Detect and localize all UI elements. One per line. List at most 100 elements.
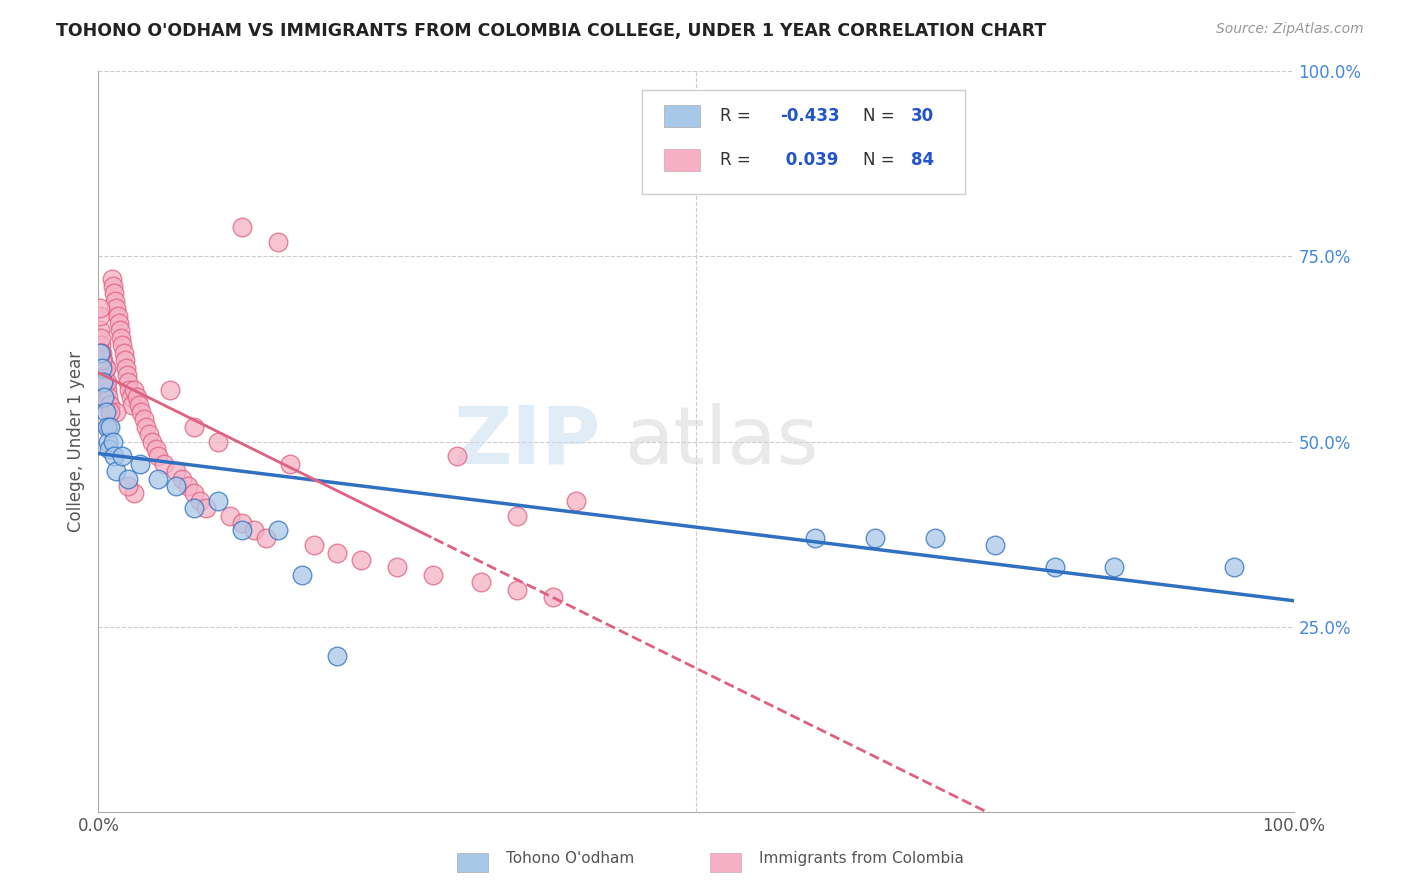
- Point: [91, 360, 114, 375]
- Point: [105, 301, 128, 316]
- Point: [90, 338, 112, 352]
- Point: [219, 508, 242, 523]
- Point: [94, 360, 117, 375]
- Point: [165, 479, 187, 493]
- Point: [103, 286, 125, 301]
- Point: [278, 457, 301, 471]
- Point: [385, 560, 409, 574]
- Point: [90, 345, 112, 359]
- Point: [183, 486, 205, 500]
- Point: [91, 353, 114, 368]
- Point: [207, 493, 229, 508]
- Point: [120, 390, 142, 404]
- Text: 30: 30: [911, 107, 934, 125]
- Point: [112, 345, 135, 359]
- Point: [96, 383, 118, 397]
- Text: R =: R =: [720, 107, 756, 125]
- Point: [98, 405, 122, 419]
- Point: [422, 567, 444, 582]
- Point: [91, 376, 114, 390]
- Point: [98, 405, 122, 419]
- Point: [291, 567, 314, 582]
- Point: [131, 405, 153, 419]
- Point: [135, 419, 157, 434]
- Point: [91, 360, 114, 375]
- Point: [1104, 560, 1126, 574]
- Point: [541, 590, 564, 604]
- Text: 0.039: 0.039: [780, 152, 838, 169]
- Point: [91, 353, 114, 368]
- Point: [96, 419, 118, 434]
- Point: [506, 508, 529, 523]
- Point: [132, 412, 155, 426]
- Point: [94, 360, 117, 375]
- Point: [104, 293, 127, 308]
- Point: [1043, 560, 1066, 574]
- Point: [93, 368, 115, 382]
- Point: [326, 649, 349, 664]
- Point: [159, 383, 181, 397]
- Text: N =: N =: [863, 107, 900, 125]
- Text: atlas: atlas: [624, 402, 818, 481]
- Point: [124, 383, 146, 397]
- Point: [91, 353, 114, 368]
- Text: Tohono O'odham: Tohono O'odham: [506, 851, 634, 865]
- Text: -0.433: -0.433: [780, 107, 839, 125]
- Point: [117, 471, 139, 485]
- Point: [101, 279, 124, 293]
- Text: TOHONO O'ODHAM VS IMMIGRANTS FROM COLOMBIA COLLEGE, UNDER 1 YEAR CORRELATION CHA: TOHONO O'ODHAM VS IMMIGRANTS FROM COLOMB…: [56, 22, 1046, 40]
- Point: [118, 383, 141, 397]
- Point: [115, 368, 138, 382]
- Point: [90, 331, 112, 345]
- Y-axis label: College, Under 1 year: College, Under 1 year: [66, 351, 84, 533]
- Point: [243, 524, 266, 538]
- Point: [105, 405, 128, 419]
- Point: [231, 219, 253, 234]
- Point: [172, 471, 194, 485]
- Point: [254, 531, 277, 545]
- Point: [148, 471, 170, 485]
- Text: 84: 84: [911, 152, 934, 169]
- Point: [165, 464, 187, 478]
- Point: [121, 398, 143, 412]
- Point: [1223, 560, 1246, 574]
- Point: [183, 501, 205, 516]
- Point: [302, 538, 325, 552]
- Point: [98, 442, 121, 456]
- Point: [91, 345, 114, 359]
- Point: [267, 235, 290, 249]
- Point: [124, 486, 146, 500]
- Point: [98, 398, 121, 412]
- Point: [145, 442, 167, 456]
- Point: [177, 479, 200, 493]
- Point: [107, 316, 129, 330]
- Point: [207, 434, 229, 449]
- Point: [446, 450, 468, 464]
- Point: [89, 345, 111, 359]
- Point: [101, 434, 124, 449]
- Point: [125, 390, 148, 404]
- Point: [98, 398, 122, 412]
- Point: [138, 427, 160, 442]
- Point: [108, 324, 131, 338]
- Bar: [643, 90, 965, 194]
- Point: [804, 531, 827, 545]
- Point: [115, 360, 138, 375]
- Point: [984, 538, 1007, 552]
- Point: [326, 546, 349, 560]
- Point: [97, 419, 120, 434]
- Point: [100, 271, 122, 285]
- Point: [89, 324, 111, 338]
- Point: [129, 457, 152, 471]
- Point: [98, 419, 122, 434]
- Point: [148, 450, 170, 464]
- Point: [117, 479, 139, 493]
- Bar: [664, 149, 700, 171]
- Point: [141, 434, 163, 449]
- Point: [105, 464, 128, 478]
- Point: [924, 531, 946, 545]
- Point: [117, 376, 139, 390]
- Point: [103, 450, 125, 464]
- Point: [94, 405, 117, 419]
- Text: Source: ZipAtlas.com: Source: ZipAtlas.com: [1216, 22, 1364, 37]
